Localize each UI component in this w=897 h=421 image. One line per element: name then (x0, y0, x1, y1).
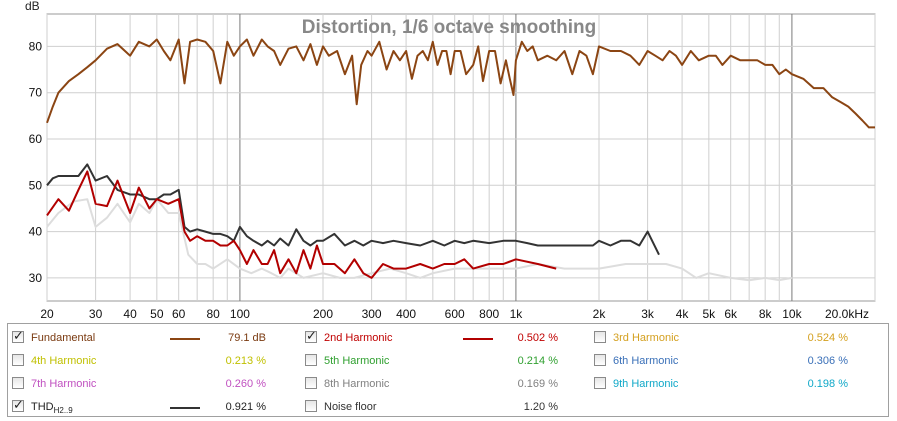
x-tick-label: 1k (510, 307, 524, 321)
legend-swatch (463, 338, 493, 340)
y-tick-label: 70 (29, 86, 43, 100)
legend-label: 9th Harmonic (613, 378, 679, 390)
legend-label: Noise floor (324, 401, 377, 413)
8th-harmonic-checkbox[interactable] (305, 377, 317, 389)
legend-label: 8th Harmonic (324, 378, 390, 390)
grid-lines (46, 14, 876, 301)
legend-value: 0.169 % (517, 378, 558, 390)
x-tick-label: 4k (676, 307, 690, 321)
x-tick-label: 300 (362, 307, 382, 321)
legend-value: 0.502 % (517, 332, 558, 344)
y-tick-label: 40 (29, 225, 43, 239)
legend-value: 0.213 % (225, 355, 266, 367)
legend-label: 2nd Harmonic (324, 332, 393, 344)
4th-harmonic-checkbox[interactable] (12, 354, 24, 366)
legend-item-4th-harmonic: 4th Harmonic 0.213 % (12, 351, 302, 371)
2nd-harmonic-checkbox[interactable] (305, 329, 317, 344)
x-tick-label: 2k (593, 307, 607, 321)
legend-value: 0.198 % (807, 378, 848, 390)
6th-harmonic-checkbox[interactable] (594, 354, 606, 366)
series-line-2nd-harmonic (46, 170, 557, 279)
y-tick-label: 80 (29, 39, 43, 53)
legend-swatch (170, 407, 200, 409)
x-tick-label: 400 (396, 307, 416, 321)
3rd-harmonic-checkbox[interactable] (594, 331, 606, 343)
y-tick-label: 50 (29, 178, 43, 192)
series-line-fundamental (46, 38, 875, 129)
series-line-3rd-harmonic (46, 198, 793, 282)
7th-harmonic-checkbox[interactable] (12, 377, 24, 389)
plot-area (46, 13, 876, 302)
noise-floor-checkbox[interactable] (305, 400, 317, 412)
series-line-thd (46, 163, 660, 256)
9th-harmonic-checkbox[interactable] (594, 377, 606, 389)
x-tick-label: 100 (230, 307, 250, 321)
legend-label: 5th Harmonic (324, 355, 390, 367)
legend-label: 6th Harmonic (613, 355, 679, 367)
y-tick-label: 60 (29, 132, 43, 146)
legend-item-3rd-harmonic: 3rd Harmonic 0.524 % (594, 328, 884, 348)
fundamental-checkbox[interactable] (12, 329, 24, 344)
thd-checkbox[interactable] (12, 398, 24, 413)
legend-value: 0.524 % (807, 332, 848, 344)
x-tick-label: 30 (89, 307, 103, 321)
legend-value: 0.306 % (807, 355, 848, 367)
series-layer (46, 38, 875, 282)
legend-label: 7th Harmonic (31, 378, 97, 390)
x-tick-label: 20 (40, 307, 54, 321)
legend-value: 0.214 % (517, 355, 558, 367)
legend-label-subscript: H2..9 (53, 406, 73, 416)
legend-item-2nd-harmonic: 2nd Harmonic 0.502 % (305, 328, 595, 348)
legend-item-8th-harmonic: 8th Harmonic 0.169 % (305, 374, 595, 394)
legend-value: 79.1 dB (228, 332, 266, 344)
y-axis-unit: dB (25, 0, 40, 13)
legend-value: 0.260 % (225, 378, 266, 390)
legend-item-5th-harmonic: 5th Harmonic 0.214 % (305, 351, 595, 371)
legend-item-thd: THDH2..9 0.921 % (12, 397, 302, 417)
x-tick-label: 80 (206, 307, 220, 321)
legend-label: THDH2..9 (31, 401, 73, 416)
y-tick-label: 30 (29, 271, 43, 285)
x-tick-label: 60 (172, 307, 186, 321)
tick-labels: 20 30 40 50 60 80 100 200 300 400 600 800 1k 2k 3k 4k 5k… (29, 39, 869, 321)
x-tick-label: 600 (445, 307, 465, 321)
legend-label: Fundamental (31, 332, 96, 344)
legend-item-7th-harmonic: 7th Harmonic 0.260 % (12, 374, 302, 394)
x-tick-label: 10k (782, 307, 802, 321)
x-tick-label: 40 (123, 307, 137, 321)
x-tick-label: 20.0kHz (825, 307, 869, 321)
x-tick-label: 3k (641, 307, 655, 321)
legend-panel: Fundamental 79.1 dB 2nd Harmonic 0.502 % 3rd… (7, 323, 889, 417)
legend-item-6th-harmonic: 6th Harmonic 0.306 % (594, 351, 884, 371)
legend-value: 0.921 % (225, 401, 266, 413)
legend-item-9th-harmonic: 9th Harmonic 0.198 % (594, 374, 884, 394)
x-tick-label: 50 (150, 307, 164, 321)
x-tick-label: 6k (724, 307, 738, 321)
chart-title: Distortion, 1/6 octave smoothing (302, 17, 597, 38)
legend-label: 3rd Harmonic (613, 332, 680, 344)
legend-label: 4th Harmonic (31, 355, 97, 367)
legend-swatch (170, 338, 200, 340)
distortion-chart: 20 30 40 50 60 80 100 200 300 400 600 800 1k 2k 3k 4k 5k… (25, 0, 876, 321)
x-tick-label: 8k (759, 307, 773, 321)
x-tick-label: 800 (479, 307, 499, 321)
x-tick-label: 200 (313, 307, 333, 321)
legend-value: 1.20 % (523, 401, 558, 413)
legend-item-fundamental: Fundamental 79.1 dB (12, 328, 302, 348)
x-tick-label: 5k (702, 307, 716, 321)
5th-harmonic-checkbox[interactable] (305, 354, 317, 366)
legend-item-noise-floor: Noise floor 1.20 % (305, 397, 595, 417)
